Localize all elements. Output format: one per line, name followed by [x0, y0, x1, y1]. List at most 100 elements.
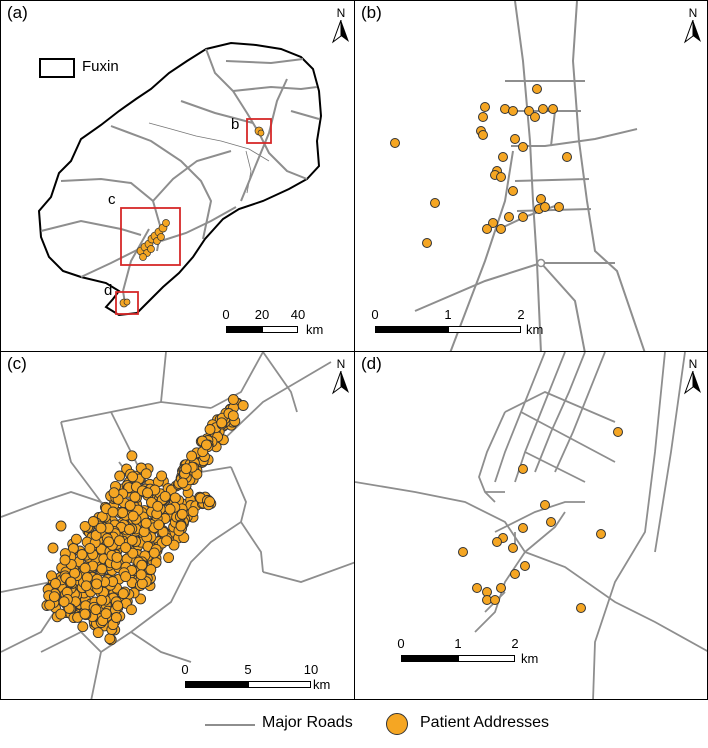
panel-a-label: (a): [7, 3, 28, 22]
patient-dot: [126, 534, 138, 546]
patient-dot: [96, 594, 108, 606]
patient-dot: [100, 608, 112, 620]
patient-dot: [164, 503, 176, 515]
patient-dots-c: [41, 394, 249, 646]
patient-dot: [90, 604, 102, 616]
patient-dot: [80, 580, 92, 592]
map-c: [1, 352, 354, 699]
patient-dot: [120, 571, 132, 583]
panel-a: b c d (a) Fuxin N 0 20 40 km: [0, 0, 355, 352]
patient-dot: [126, 450, 138, 462]
patient-dot: [163, 552, 175, 564]
north-arrow-c: N: [328, 357, 354, 395]
patient-dot: [79, 608, 91, 620]
map-d: [355, 352, 707, 699]
boundary-swatch: [39, 58, 75, 78]
patient-dot: [227, 394, 239, 405]
scale-bar-a: 0 20 40 km: [222, 307, 324, 337]
patient-dot: [145, 564, 157, 575]
patient-dot: [90, 529, 102, 541]
patient-dot: [117, 507, 129, 519]
patient-dot: [127, 510, 139, 522]
patient-dot: [204, 496, 216, 508]
patient-dot: [92, 627, 104, 639]
patient-dot: [135, 569, 147, 581]
panel-d: (d) N 0 1 2 km: [354, 351, 708, 700]
patient-dot: [104, 633, 116, 645]
patient-dot: [140, 517, 152, 529]
north-arrow-b: N: [680, 6, 706, 44]
patient-dot: [55, 520, 67, 532]
patient-dot: [237, 400, 249, 411]
patient-dot: [129, 491, 141, 503]
scale-bar-c: 0 5 10 km: [181, 662, 331, 692]
panel-c-label: (c): [7, 354, 27, 373]
patient-dot: [70, 533, 82, 545]
patient-dot: [114, 470, 126, 482]
patient-dot: [176, 508, 188, 520]
patient-dot: [77, 621, 89, 633]
patient-dot: [227, 410, 239, 422]
scale-bar-d: 0 1 2 km: [397, 636, 539, 666]
panel-d-label: (d): [361, 354, 382, 373]
map-a: b c d: [37, 41, 323, 317]
roads-legend-swatch: [205, 724, 255, 726]
patient-dot: [127, 471, 139, 483]
patient-dot: [76, 549, 88, 560]
patient-dot: [48, 591, 60, 603]
patient-dot: [79, 562, 91, 574]
patient-dot: [114, 535, 125, 547]
inset-legend-label: Fuxin: [82, 58, 119, 75]
patient-dot: [204, 424, 216, 435]
patient-dot: [187, 506, 199, 518]
patient-dot: [161, 535, 173, 547]
patient-dot: [47, 542, 59, 554]
patient-dot: [110, 612, 122, 623]
patient-dot: [152, 500, 164, 512]
patients-legend-label: Patient Addresses: [420, 714, 549, 731]
patient-dot: [120, 542, 132, 554]
patient-dot: [59, 554, 71, 566]
patient-dot: [124, 523, 135, 535]
patient-dot: [95, 522, 107, 534]
patient-dot: [169, 492, 181, 504]
inset-d-label: d: [104, 282, 112, 299]
map-legend: Major Roads Patient Addresses: [0, 700, 708, 748]
patient-dot: [117, 588, 129, 600]
scale-bar-b: 0 1 2 km: [371, 307, 544, 337]
patient-dot: [177, 477, 189, 489]
panel-c: (c) N 0 5 10 km: [0, 351, 355, 700]
patient-dot: [91, 578, 103, 590]
patient-dot: [126, 604, 137, 616]
patient-dot: [96, 563, 108, 575]
map-b: [390, 1, 646, 351]
patient-dot: [180, 463, 192, 475]
patient-dot: [124, 500, 136, 511]
patient-dot: [84, 542, 96, 554]
patient-dot: [127, 547, 139, 559]
north-arrow-a: N: [328, 6, 354, 44]
roads-legend-label: Major Roads: [262, 714, 353, 731]
patients-legend-swatch: [386, 713, 408, 735]
patient-dot: [201, 439, 212, 451]
panel-b: (b) N 0 1 2 km: [354, 0, 708, 352]
patient-dot: [140, 468, 152, 480]
north-arrow-d: N: [680, 357, 706, 395]
patient-dot: [58, 596, 70, 608]
patient-dot: [50, 578, 61, 589]
patient-dot: [111, 551, 123, 563]
patient-dot: [112, 600, 124, 612]
patient-dot: [103, 536, 115, 548]
patient-dot: [153, 519, 165, 531]
inset-c-label: c: [108, 191, 116, 208]
patient-dot: [108, 487, 120, 499]
patient-dot: [55, 608, 67, 620]
patient-dot: [136, 559, 148, 571]
panel-b-label: (b): [361, 3, 382, 22]
patient-dot: [87, 516, 99, 527]
patient-dot: [142, 487, 153, 499]
patient-dot: [44, 599, 56, 611]
patient-dot: [159, 490, 171, 502]
patient-dot: [107, 506, 119, 518]
patient-dot: [156, 470, 168, 482]
